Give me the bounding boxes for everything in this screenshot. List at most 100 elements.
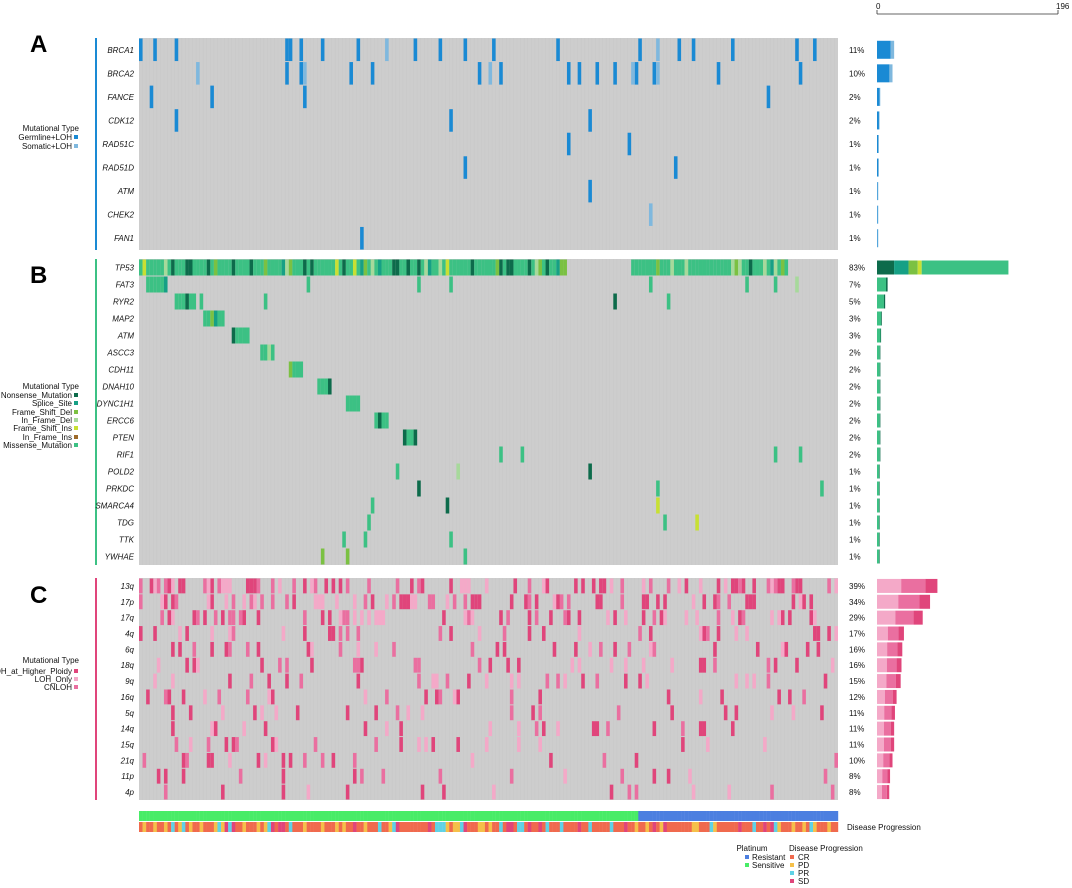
panel-b-legend-swatch	[74, 426, 78, 430]
panel-b-mutation-cell	[666, 293, 671, 310]
platinum-cell	[602, 811, 607, 821]
panel-c-mutation-cell	[663, 594, 667, 610]
progression-cell	[502, 822, 507, 832]
progression-cell	[591, 822, 596, 832]
progression-cell	[698, 822, 703, 832]
panel-c-count-bar	[887, 769, 891, 784]
panel-b-mutation-cell	[720, 259, 724, 276]
panel-b-legend-label: Frame_Shift_Ins	[13, 424, 72, 433]
panel-c-count-bar	[913, 610, 923, 625]
panel-a-mutation-cell	[677, 38, 682, 62]
panel-a-row-pct: 1%	[849, 211, 861, 220]
platinum-cell	[698, 811, 703, 821]
panel-c-mutation-cell	[281, 784, 286, 800]
progression-cell	[809, 822, 814, 832]
panel-c-mutation-cell	[345, 626, 350, 641]
panel-c-mutation-cell	[306, 784, 311, 800]
platinum-cell	[634, 811, 639, 821]
panel-b-row-label: PRKDC	[106, 485, 134, 494]
panel-c-mutation-cell	[256, 641, 261, 657]
panel-c-mutation-cell	[352, 752, 357, 768]
panel-c-mutation-cell	[192, 657, 197, 673]
panel-c-mutation-cell	[231, 626, 236, 641]
panel-c-mutation-cell	[620, 578, 625, 594]
progression-cell	[702, 822, 707, 832]
panel-a-mutation-cell	[588, 109, 592, 132]
platinum-cell	[210, 811, 215, 821]
panel-b-mutation-cell	[367, 514, 371, 531]
panel-c-mutation-cell	[435, 673, 439, 689]
platinum-cell	[385, 811, 389, 821]
panel-c-mutation-cell	[773, 657, 778, 673]
panel-b-mutation-cell	[263, 259, 268, 276]
platinum-cell	[324, 811, 329, 821]
panel-a-count-bar	[877, 229, 879, 248]
panel-c-mutation-cell	[698, 578, 703, 594]
panel-b-mutation-cell	[324, 378, 329, 395]
panel-c-mutation-cell	[502, 641, 507, 657]
panel-a-mutation-cell	[370, 62, 375, 85]
progression-cell	[238, 822, 243, 832]
panel-b-mutation-cell	[766, 259, 771, 276]
panel-b-mutation-cell	[713, 259, 717, 276]
panel-c-count-bar	[884, 705, 892, 720]
panel-b-mutation-cell	[267, 344, 271, 361]
progression-cell	[431, 822, 436, 832]
platinum-cell	[613, 811, 618, 821]
panel-b-mutation-cell	[402, 259, 407, 276]
panel-a-mutation-cell	[149, 85, 154, 109]
panel-b-mutation-cell	[395, 463, 400, 480]
panel-a-count-bar	[877, 182, 878, 201]
panel-c-mutation-cell	[196, 657, 200, 673]
panel-b-mutation-cell	[417, 259, 421, 276]
progression-legend-title: Disease Progression	[789, 844, 863, 853]
panel-c-mutation-cell	[813, 610, 817, 626]
panel-b-mutation-cell	[153, 276, 157, 293]
panel-b-mutation-cell	[281, 259, 286, 276]
panel-b-legend-swatch	[74, 443, 78, 447]
platinum-cell	[335, 811, 339, 821]
panel-b-mutation-cell	[820, 480, 824, 497]
panel-c-count-bar	[877, 594, 899, 609]
platinum-cell	[392, 811, 396, 821]
progression-cell	[335, 822, 339, 832]
panel-c-mutation-cell	[253, 705, 257, 721]
panel-c-mutation-cell	[452, 594, 457, 610]
panel-b-mutation-cell	[684, 259, 689, 276]
panel-c-mutation-cell	[492, 784, 496, 800]
progression-cell	[477, 822, 482, 832]
platinum-cell	[356, 811, 361, 821]
panel-c-mutation-cell	[410, 578, 414, 594]
panel-c-mutation-cell	[270, 689, 275, 705]
panel-b-mutation-cell	[463, 548, 468, 565]
panel-c-mutation-cell	[242, 610, 246, 626]
progression-cell	[395, 822, 400, 832]
panel-c-mutation-cell	[181, 752, 186, 768]
panel-b-row-label: FAT3	[116, 281, 135, 290]
panel-c-mutation-cell	[509, 594, 514, 610]
panel-b-mutation-cell	[763, 259, 767, 276]
panel-b-mutation-cell	[513, 259, 518, 276]
platinum-cell	[738, 811, 742, 821]
panel-c-mutation-cell	[752, 673, 756, 689]
panel-c-mutation-cell	[213, 610, 218, 626]
panel-a-mutation-cell	[638, 38, 642, 62]
panel-c-mutation-cell	[648, 626, 653, 641]
progression-cell	[174, 822, 179, 832]
panel-a-legend-label: Germline+LOH	[18, 133, 72, 142]
panel-c-mutation-cell	[609, 784, 614, 800]
panel-c-mutation-cell	[320, 752, 325, 768]
panel-a-count-bar	[877, 182, 879, 201]
panel-b-row-pct: 2%	[849, 400, 861, 409]
panel-b-mutation-cell	[442, 259, 446, 276]
platinum-cell	[624, 811, 628, 821]
progression-cell	[260, 822, 265, 832]
panel-b-count-bar	[879, 498, 880, 513]
progression-legend-swatch	[790, 871, 794, 875]
platinum-cell	[224, 811, 229, 821]
panel-b-mutation-cell	[149, 259, 154, 276]
panel-b-mutation-cell	[413, 259, 418, 276]
platinum-cell	[313, 811, 318, 821]
platinum-cell	[470, 811, 475, 821]
platinum-cell	[520, 811, 525, 821]
